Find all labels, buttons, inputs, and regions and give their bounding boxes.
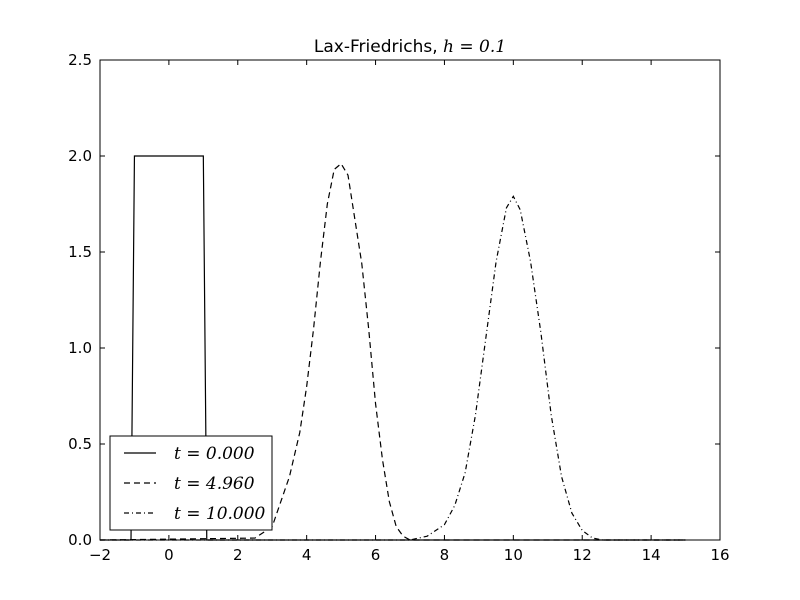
chart-title-math: h = 0.1 — [443, 37, 506, 57]
x-tick-label: 0 — [164, 546, 174, 564]
x-tick-label: 16 — [710, 546, 729, 564]
x-tick-label: 4 — [302, 546, 312, 564]
x-tick-label: 10 — [504, 546, 523, 564]
x-tick-label: 6 — [371, 546, 381, 564]
y-tick-label: 1.0 — [68, 339, 92, 357]
x-tick-label: −2 — [89, 546, 111, 564]
y-tick-label: 2.0 — [68, 147, 92, 165]
x-tick-label: 12 — [573, 546, 592, 564]
x-tick-label: 8 — [440, 546, 450, 564]
x-tick-label: 14 — [642, 546, 661, 564]
series-line-1 — [99, 162, 686, 541]
legend-label-2: t = 10.000 — [174, 504, 266, 524]
legend-label-0: t = 0.000 — [174, 444, 255, 464]
series-line-2 — [100, 195, 686, 541]
y-tick-label: 2.5 — [68, 51, 92, 69]
axis-ticks: −2 0 2 4 6 8 10 12 14 16 0.0 0.5 1.0 1.5 2.0 2.5 — [68, 51, 729, 564]
chart-title-text: Lax-Friedrichs, — [314, 37, 443, 57]
legend: t = 0.000 t = 4.960 t = 10.000 — [109, 435, 273, 531]
x-tick-label: 2 — [233, 546, 243, 564]
y-tick-label: 1.5 — [68, 243, 92, 261]
axes-frame — [99, 59, 721, 541]
chart-title: Lax-Friedrichs, h = 0.1 — [314, 37, 506, 57]
legend-label-1: t = 4.960 — [174, 474, 255, 494]
y-tick-label: 0.5 — [68, 435, 92, 453]
y-tick-label: 0.0 — [68, 531, 92, 549]
